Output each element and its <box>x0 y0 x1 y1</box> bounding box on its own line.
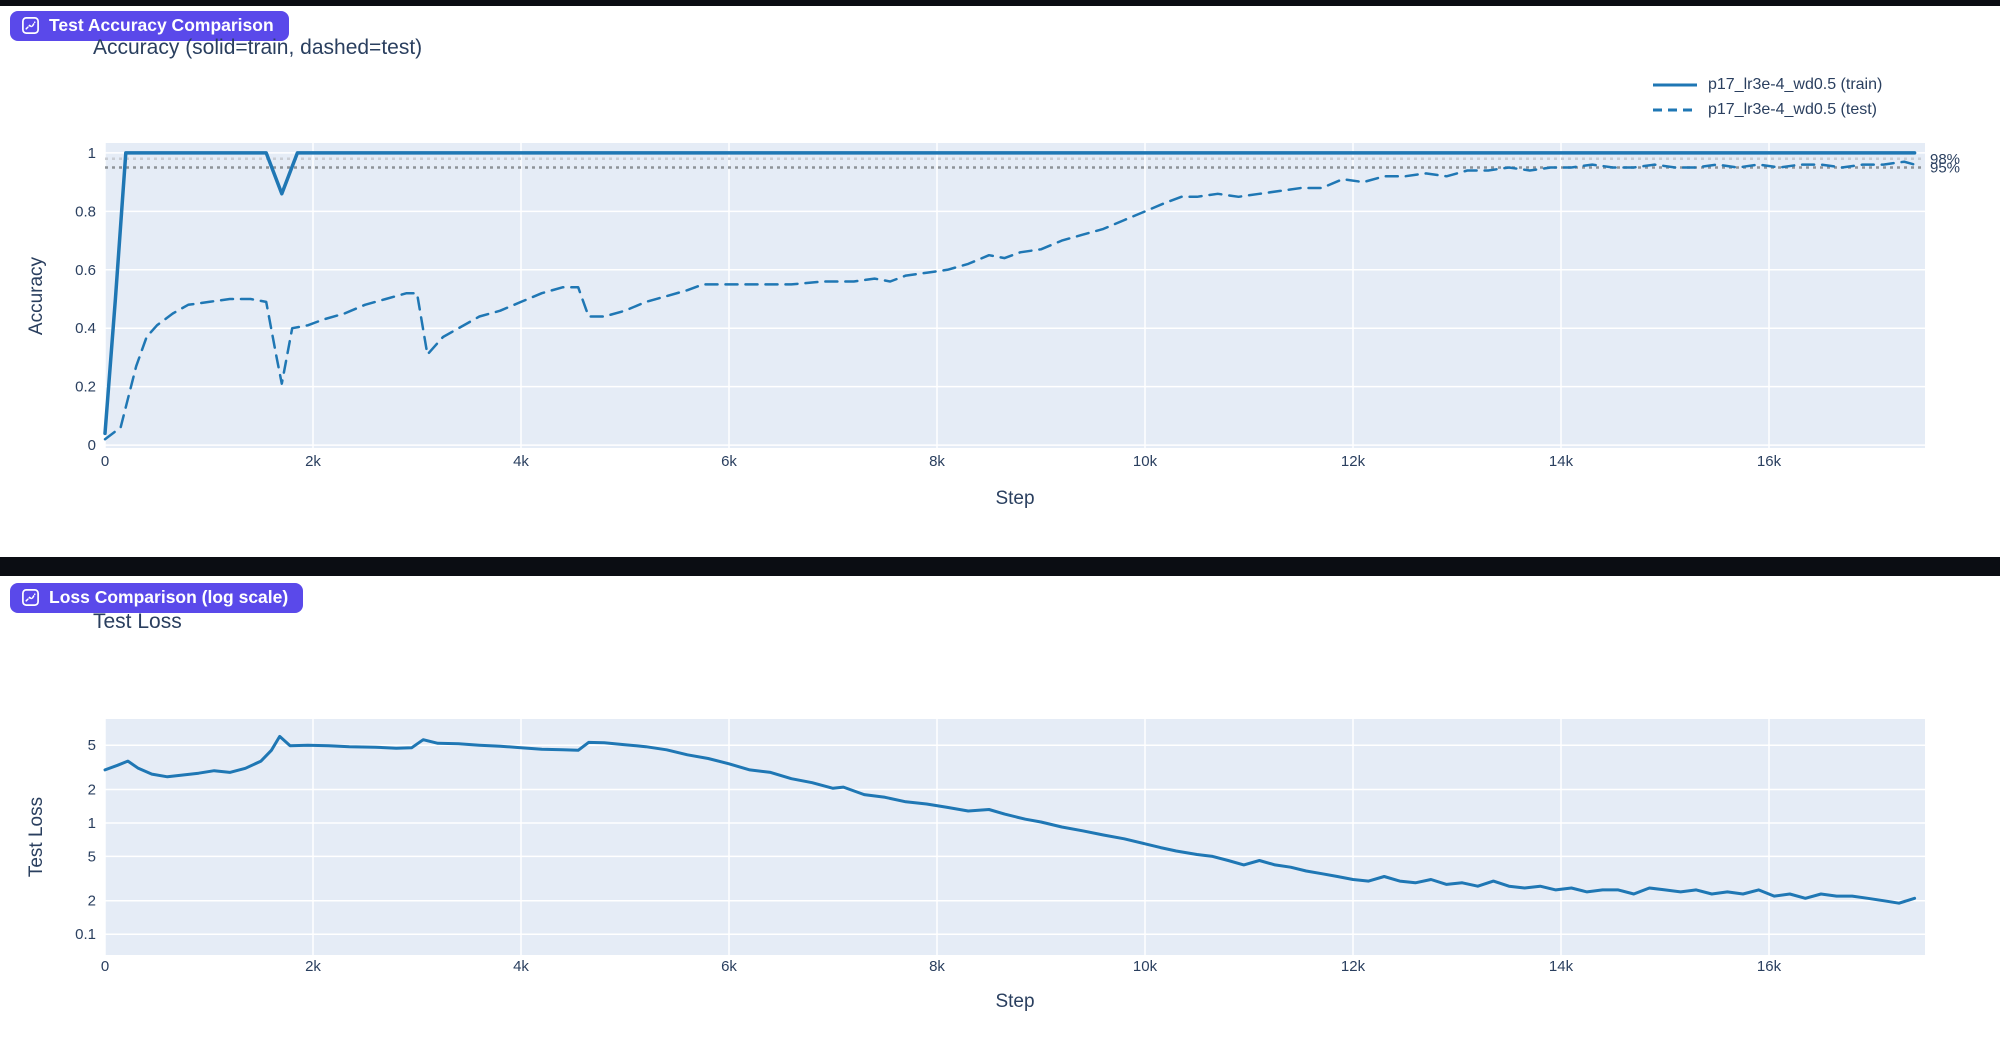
accuracy-chart[interactable]: 0 2k 4k 6k 8k 10k 12k 14k 16k 0 0.2 0.4 0.6 0.8 1 98%95… <box>26 143 1960 509</box>
accuracy-threshold-annotation: 95% <box>1930 160 1960 177</box>
loss-y-axis-title: Test Loss <box>26 797 47 877</box>
accuracy-x-tick-label: 16k <box>1757 453 1782 470</box>
test-series-line <box>103 160 1916 441</box>
accuracy-badge-label: Test Accuracy Comparison <box>49 15 274 35</box>
loss-y-tick-label: 1 <box>88 815 96 832</box>
accuracy-x-tick-label: 10k <box>1133 453 1158 470</box>
loss-plot-area <box>105 719 1925 955</box>
accuracy-y-axis-title: Accuracy <box>26 256 47 335</box>
accuracy-threshold-annotation: 98% <box>1930 151 1960 168</box>
loss-x-axis-title: Step <box>995 991 1034 1012</box>
accuracy-y-tick-label: 0 <box>88 437 96 454</box>
legend-solid-line-sample <box>1653 83 1697 87</box>
accuracy-x-tick-label: 12k <box>1341 453 1366 470</box>
legend-label: p17_lr3e-4_wd0.5 (train) <box>1708 76 1883 93</box>
accuracy-y-tick-label: 0.2 <box>75 379 96 396</box>
accuracy-x-tick-label: 14k <box>1549 453 1574 470</box>
loss-x-tick-label: 0 <box>101 958 109 975</box>
loss-x-tick-label: 10k <box>1133 958 1158 975</box>
loss-x-tick-label: 14k <box>1549 958 1574 975</box>
accuracy-legend: p17_lr3e-4_wd0.5 (train) p17_lr3e-4_wd0.5… <box>1652 76 1882 119</box>
loss-badge-label: Loss Comparison (log scale) <box>49 587 289 607</box>
loss-y-tick-label: 2 <box>88 781 96 798</box>
loss-section-badge: Loss Comparison (log scale) <box>10 583 304 613</box>
legend-item-test[interactable]: p17_lr3e-4_wd0.5 (test) <box>1652 101 1882 119</box>
accuracy-x-tick-label: 4k <box>513 453 529 470</box>
accuracy-y-tick-label: 1 <box>88 145 96 162</box>
loss-x-tick-label: 16k <box>1757 958 1782 975</box>
loss-x-tick-label: 2k <box>305 958 321 975</box>
loss-y-tick-label: 5 <box>88 737 96 754</box>
accuracy-gridlines <box>104 143 1925 448</box>
accuracy-x-axis-title: Step <box>995 488 1034 509</box>
accuracy-y-tick-label: 0.6 <box>75 262 96 279</box>
scatter-chart-icon <box>21 16 40 35</box>
scatter-chart-icon <box>21 588 40 607</box>
accuracy-x-tick-label: 0 <box>101 453 109 470</box>
accuracy-x-tick-label: 2k <box>305 453 321 470</box>
accuracy-y-tick-label: 0.4 <box>75 320 96 337</box>
loss-chart-title: Test Loss <box>93 610 182 633</box>
legend-item-train[interactable]: p17_lr3e-4_wd0.5 (train) <box>1652 76 1882 94</box>
legend-dashed-line-sample <box>1653 108 1697 112</box>
loss-y-tick-label: 5 <box>88 848 96 865</box>
accuracy-plot-area <box>105 143 1925 448</box>
loss-x-tick-label: 12k <box>1341 958 1366 975</box>
accuracy-y-tick-label: 0.8 <box>75 203 96 220</box>
loss-chart[interactable]: 0 2k 4k 6k 8k 10k 12k 14k 16k 5 2 1 5 2 0.1 Step Test Lo… <box>26 719 1925 1012</box>
loss-gridlines <box>104 719 1925 955</box>
section-divider-bar <box>0 557 2000 576</box>
accuracy-x-tick-label: 8k <box>929 453 945 470</box>
loss-y-tick-label: 0.1 <box>75 926 96 943</box>
accuracy-chart-title: Accuracy (solid=train, dashed=test) <box>93 36 423 59</box>
train-series-line <box>103 151 1917 436</box>
loss-x-tick-label: 8k <box>929 958 945 975</box>
test_loss-series-line <box>103 734 1917 905</box>
accuracy-section-badge: Test Accuracy Comparison <box>10 11 289 41</box>
top-separator-bar <box>0 0 2000 6</box>
loss-y-tick-label: 2 <box>88 893 96 910</box>
legend-label: p17_lr3e-4_wd0.5 (test) <box>1708 101 1877 118</box>
loss-x-tick-label: 6k <box>721 958 737 975</box>
loss-x-tick-label: 4k <box>513 958 529 975</box>
accuracy-x-tick-label: 6k <box>721 453 737 470</box>
